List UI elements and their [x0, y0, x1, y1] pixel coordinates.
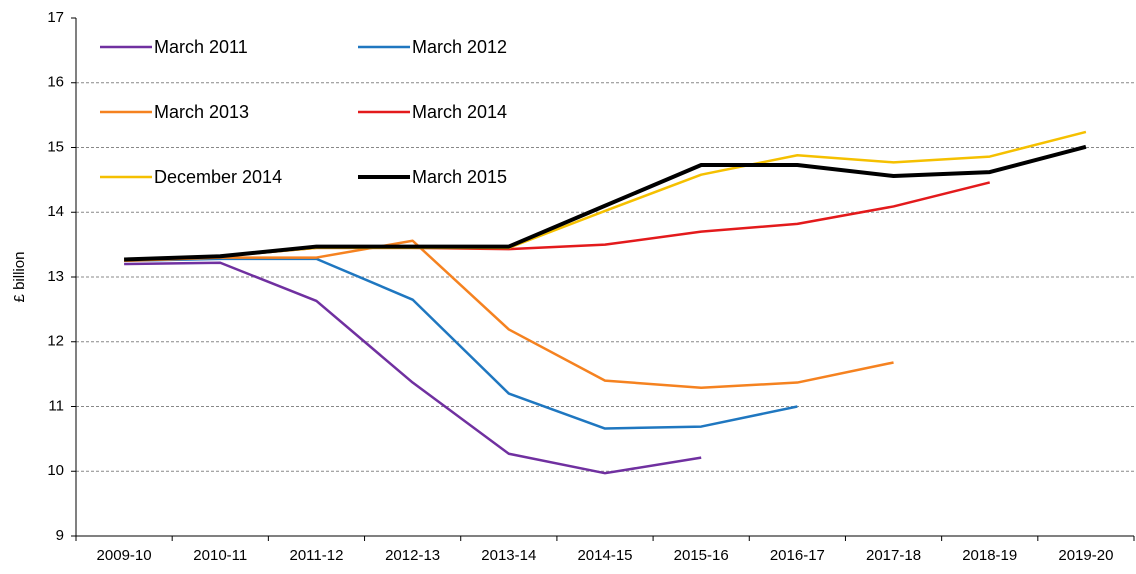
x-tick-label: 2012-13: [385, 547, 440, 564]
x-tick-label: 2018-19: [962, 547, 1017, 564]
series-line: [124, 144, 1087, 262]
series-line: [124, 261, 702, 475]
series-line: [124, 257, 798, 430]
legend-label: March 2011: [154, 37, 248, 57]
x-tick-label: 2011-12: [289, 547, 343, 564]
legend-label: March 2013: [154, 102, 249, 122]
x-tick-label: 2014-15: [577, 547, 632, 564]
y-tick-label: 15: [47, 138, 64, 155]
series-line: [124, 130, 1087, 261]
y-tick-label: 10: [47, 462, 64, 479]
y-tick-label: 11: [48, 397, 64, 414]
legend-label: March 2015: [412, 167, 507, 187]
x-tick-label: 2009-10: [97, 547, 152, 564]
y-tick-label: 16: [47, 74, 64, 91]
x-tick-label: 2010-11: [193, 547, 247, 564]
y-axis-title: £ billion: [11, 252, 28, 303]
series-line: [124, 181, 991, 261]
x-tick-label: 2013-14: [481, 547, 536, 564]
y-tick-label: 9: [56, 527, 64, 544]
x-tick-label: 2019-20: [1058, 547, 1113, 564]
y-tick-label: 13: [47, 268, 64, 285]
series-line: [124, 239, 894, 389]
y-tick-label: 14: [47, 203, 64, 220]
legend-label: December 2014: [154, 167, 282, 187]
x-tick-label: 2015-16: [674, 547, 729, 564]
legend-label: March 2014: [412, 102, 507, 122]
x-tick-label: 2017-18: [866, 547, 921, 564]
y-tick-label: 17: [47, 9, 64, 26]
x-tick-label: 2016-17: [770, 547, 825, 564]
legend-label: March 2012: [412, 37, 507, 57]
y-tick-label: 12: [47, 333, 64, 350]
